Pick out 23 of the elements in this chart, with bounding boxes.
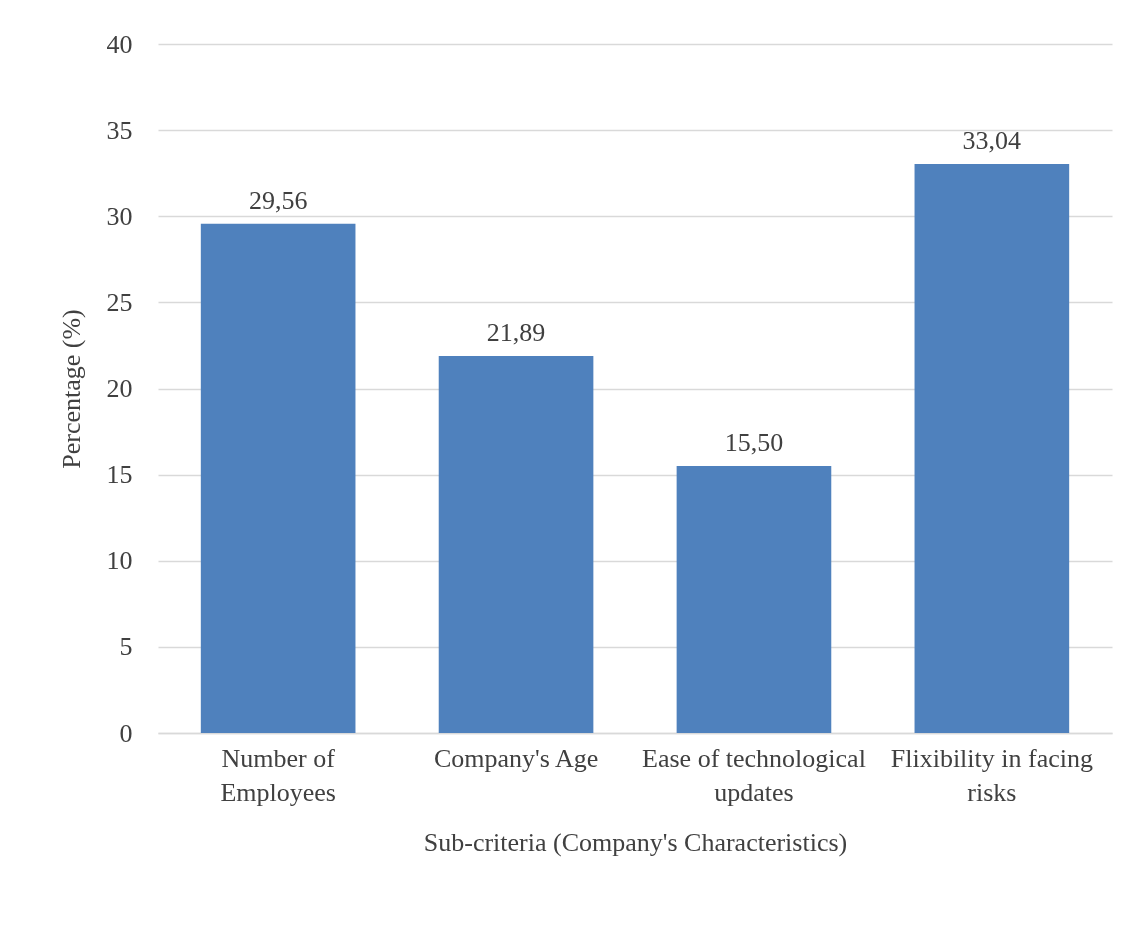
bar [200,223,356,733]
y-tick-label: 35 [106,115,133,145]
x-tick-label: Company's Age [433,743,599,773]
data-label: 33,04 [962,125,1022,155]
y-tick-label: 15 [106,460,133,490]
y-tick-label: 10 [106,546,133,576]
data-label: 29,56 [248,185,308,215]
bar [914,163,1070,733]
y-axis-title: Percentage (%) [56,309,86,469]
y-tick-label: 30 [106,201,133,231]
y-tick-label: 5 [119,632,133,662]
x-tick-label: Ease of technological updates [642,743,866,807]
x-axis-title: Sub-criteria (Company's Characteristics) [423,827,848,857]
x-tick-label: Number of Employees [220,743,336,807]
y-tick-label: 25 [106,287,133,317]
x-tick-label: Flixibility in facing risks [890,743,1093,807]
y-tick-label: 20 [106,374,133,403]
data-label: 15,50 [724,428,784,458]
y-tick-label: 0 [119,718,133,748]
bar [438,355,594,733]
data-label: 21,89 [486,317,546,347]
bar [676,466,832,733]
y-tick-label: 40 [106,29,133,59]
